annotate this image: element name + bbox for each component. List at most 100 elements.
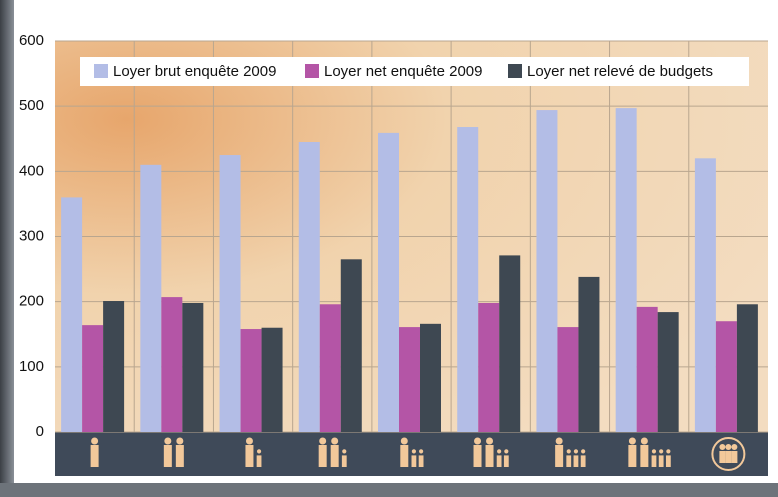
icon [163, 445, 172, 467]
icon [411, 449, 416, 454]
bar [319, 304, 341, 432]
icon [330, 445, 339, 467]
icon [400, 445, 409, 467]
icon [496, 455, 502, 467]
legend-swatch [508, 64, 522, 78]
icon [245, 445, 254, 467]
icon [485, 445, 494, 467]
icon [90, 445, 99, 467]
icon [555, 437, 563, 445]
bar [82, 325, 104, 432]
bar [340, 259, 362, 432]
icon [474, 437, 482, 445]
icon [164, 437, 172, 445]
bar [261, 327, 283, 432]
bar [219, 155, 241, 432]
icon [411, 455, 417, 467]
icon [486, 437, 494, 445]
icon-strip [55, 432, 768, 476]
icon [581, 449, 586, 454]
y-tick-label: 500 [19, 97, 44, 114]
bar [240, 329, 262, 432]
icon [640, 437, 648, 445]
bar [557, 327, 579, 432]
icon [342, 449, 347, 454]
icon [256, 449, 262, 454]
icon [503, 455, 509, 467]
icon [573, 455, 579, 467]
bar [636, 306, 658, 432]
y-tick-label: 0 [36, 423, 44, 440]
bar [694, 158, 716, 433]
icon [659, 449, 664, 454]
icon [555, 445, 564, 467]
icon [331, 437, 339, 445]
bar [140, 164, 162, 433]
icon [725, 444, 732, 450]
legend-label: Loyer net enquête 2009 [324, 63, 482, 80]
icon [400, 437, 408, 445]
bar [298, 142, 320, 432]
bar [657, 312, 679, 432]
bar [457, 127, 479, 433]
y-tick-label: 100 [19, 358, 44, 375]
bar [499, 255, 521, 432]
icon [666, 449, 671, 454]
bar [182, 302, 204, 432]
bar [420, 323, 441, 432]
frame-bottom [0, 483, 778, 497]
icon [719, 451, 726, 463]
icon [497, 449, 502, 454]
icon [175, 445, 184, 467]
legend-label: Loyer brut enquête 2009 [113, 63, 276, 80]
icon [573, 449, 579, 454]
bar [378, 132, 399, 432]
bar [715, 321, 737, 432]
icon [628, 445, 637, 467]
icon [640, 445, 649, 467]
icon [580, 455, 586, 467]
icon [566, 455, 572, 467]
icon [419, 449, 424, 454]
icon [418, 455, 424, 467]
icon [91, 437, 99, 445]
icon [176, 437, 184, 445]
y-tick-label: 600 [19, 32, 44, 49]
frame-left [0, 0, 14, 497]
y-tick-label: 300 [19, 227, 44, 244]
bar [61, 197, 83, 432]
bar [399, 327, 420, 432]
icon [658, 455, 664, 467]
icon [341, 455, 347, 467]
icon [628, 437, 636, 445]
y-tick-label: 400 [19, 162, 44, 179]
bar [103, 301, 125, 432]
y-tick-label: 200 [19, 293, 44, 310]
icon [651, 449, 657, 454]
bar [615, 108, 637, 432]
icon [651, 455, 657, 467]
icon [731, 444, 738, 450]
legend-swatch [94, 64, 108, 78]
icon [731, 451, 738, 463]
legend-swatch [305, 64, 319, 78]
icon [473, 445, 482, 467]
icon [711, 437, 746, 471]
legend-label: Loyer net relevé de budgets [527, 63, 713, 80]
icon [318, 445, 327, 467]
bar [161, 297, 183, 432]
bar [536, 110, 558, 433]
icon [504, 449, 509, 454]
icon [319, 437, 327, 445]
bar [478, 302, 500, 432]
icon [665, 455, 671, 467]
icon [566, 449, 571, 454]
bar [578, 276, 600, 432]
icon [245, 437, 253, 445]
icon [256, 455, 262, 467]
icon [719, 444, 726, 450]
legend-box [80, 57, 749, 86]
bar [736, 304, 758, 432]
icon [725, 451, 732, 463]
